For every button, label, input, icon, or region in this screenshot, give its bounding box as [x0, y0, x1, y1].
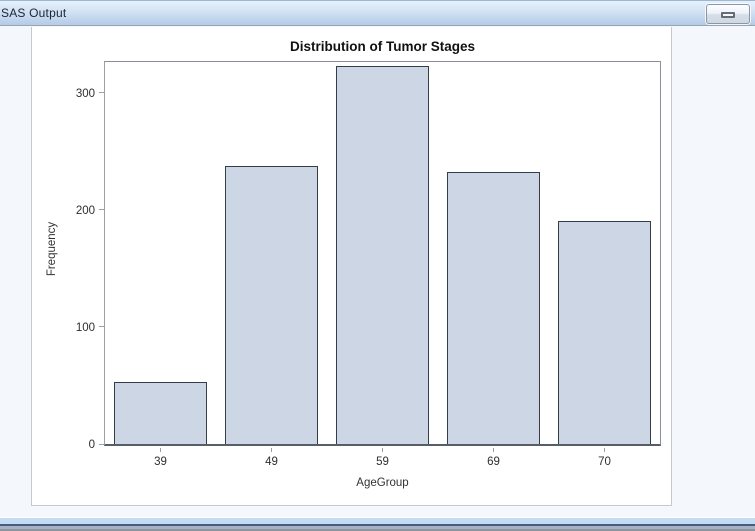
x-tick-label: 69 [487, 456, 500, 468]
x-tick-mark [493, 448, 494, 452]
window-titlebar: SAS Output [0, 0, 755, 26]
bottom-window-edge-highlight [0, 517, 755, 518]
bar-49 [225, 166, 318, 444]
x-tick-label: 49 [265, 456, 278, 468]
restore-window-icon [721, 12, 735, 18]
y-tick-mark [99, 326, 105, 328]
y-axis-title: Frequency [46, 221, 58, 277]
plot-area: 0 100 200 300 39 49 59 69 70 [76, 61, 661, 468]
x-tick-mark [382, 448, 383, 452]
bottom-window-edge-shadow [0, 526, 755, 529]
y-tick-mark [99, 209, 105, 211]
y-tick-label: 300 [75, 87, 95, 100]
x-axis-title: AgeGroup [356, 477, 409, 489]
sas-output-figure: Distribution of Tumor Stages Frequency 0… [31, 27, 672, 506]
restore-button[interactable] [706, 4, 750, 24]
y-tick-mark [99, 92, 105, 94]
bar-59 [336, 65, 429, 444]
y-tick-mark [99, 443, 105, 445]
bottom-window-edge-base [0, 529, 755, 531]
y-tick-label: 0 [88, 439, 95, 451]
bar-69 [447, 172, 540, 444]
x-tick-label: 59 [376, 456, 389, 468]
bar-39 [114, 381, 207, 444]
window-title: SAS Output [1, 6, 67, 20]
y-tick-label: 100 [75, 321, 95, 334]
y-tick-label: 200 [75, 204, 95, 217]
x-tick-label: 70 [598, 456, 611, 468]
bar-70 [558, 221, 651, 444]
x-tick-label: 39 [154, 456, 167, 468]
x-tick-mark [160, 448, 161, 452]
bottom-window-edge [0, 518, 755, 524]
bottom-window-edge-line [0, 524, 755, 526]
chart-title: Distribution of Tumor Stages [290, 39, 475, 54]
x-tick-mark [271, 448, 272, 452]
x-tick-mark [604, 448, 605, 452]
